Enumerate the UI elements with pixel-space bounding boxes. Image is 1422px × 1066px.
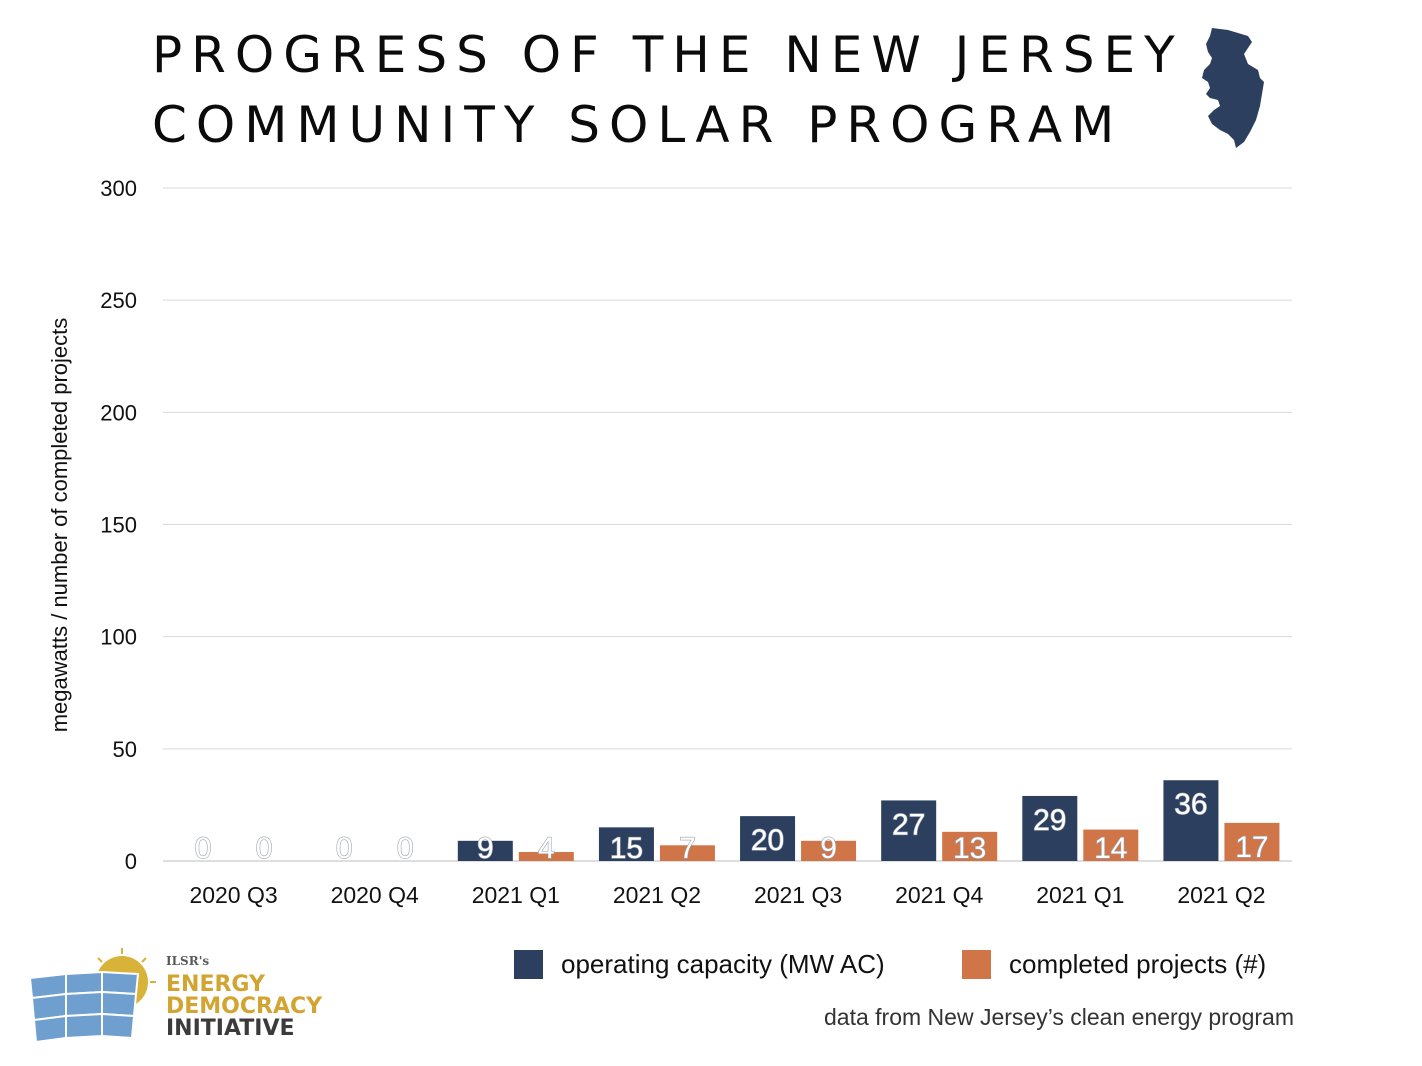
data-label-projects: 7 [679, 832, 696, 865]
legend-swatch-projects [962, 949, 991, 979]
data-label-projects: 14 [1094, 832, 1127, 865]
data-label-projects: 4 [538, 832, 555, 865]
legend-swatch-capacity [514, 949, 543, 979]
bar-projects [659, 845, 715, 861]
bar-projects [801, 840, 857, 861]
data-label-capacity: 9 [477, 832, 494, 865]
y-tick-label: 100 [100, 625, 137, 650]
bar-capacity [1022, 795, 1078, 861]
logo-word-energy: ENERGY [166, 972, 265, 997]
data-label-capacity: 36 [1174, 788, 1207, 821]
x-tick-label: 2021 Q4 [895, 882, 983, 908]
data-label-projects: 13 [953, 832, 986, 865]
energy-democracy-logo: ILSR's ENERGY DEMOCRACY INITIATIVE [26, 944, 346, 1044]
y-tick-label: 250 [100, 288, 137, 313]
new-jersey-map-icon [1202, 28, 1264, 148]
data-label-projects: 17 [1235, 831, 1268, 864]
y-axis-ticks: 0 50 100 150 200 250 300 [100, 176, 137, 874]
data-label-capacity: 27 [892, 808, 925, 841]
solar-panel-sun-logo [28, 948, 156, 1044]
x-axis-ticks: 2020 Q3 2020 Q4 2021 Q1 2021 Q2 2021 Q3 2021 … [189, 882, 1265, 908]
data-label-capacity: 20 [751, 824, 784, 857]
bar-capacity [598, 827, 654, 861]
source-note: data from New Jersey’s clean energy prog… [824, 1004, 1295, 1030]
y-tick-label: 200 [100, 400, 137, 425]
bar-capacity [457, 840, 513, 861]
data-label-projects: 0 [256, 832, 273, 865]
x-tick-label: 2020 Q3 [189, 882, 277, 908]
y-tick-label: 0 [125, 849, 137, 874]
legend-item-capacity: operating capacity (MW AC) [514, 946, 885, 982]
x-tick-label: 2021 Q1 [472, 882, 560, 908]
data-label-capacity: 15 [610, 832, 643, 865]
x-tick-label: 2021 Q1 [1036, 882, 1124, 908]
bar-projects [1083, 829, 1139, 861]
x-tick-label: 2021 Q2 [613, 882, 701, 908]
legend-label-capacity: operating capacity (MW AC) [561, 948, 885, 979]
y-tick-label: 50 [113, 737, 137, 762]
x-tick-label: 2021 Q2 [1177, 882, 1265, 908]
chart-title-line-2: COMMUNITY SOLAR PROGRAM [152, 96, 1124, 154]
logo-word-initiative: INITIATIVE [166, 1016, 295, 1041]
gridlines [163, 187, 1292, 862]
bar-chart: 0 50 100 150 200 250 300 0 0 0 0 9 4 15 7 20 9 27 13 29 14 3… [47, 176, 1292, 908]
bar-projects [518, 852, 574, 861]
bars: 0 0 0 0 9 4 15 7 20 9 27 13 29 14 36 17 [194, 780, 1280, 866]
data-label-projects: 0 [397, 832, 414, 865]
data-label-capacity: 0 [195, 832, 212, 865]
logo-word-democracy: DEMOCRACY [166, 994, 323, 1019]
data-label-projects: 9 [820, 832, 837, 865]
y-tick-label: 300 [100, 176, 137, 201]
bar-projects [942, 831, 998, 861]
y-tick-label: 150 [100, 513, 137, 538]
chart-title-line-1: PROGRESS OF THE NEW JERSEY [152, 26, 1184, 84]
data-label-capacity: 0 [336, 832, 353, 865]
logo-org-text: ILSR's [166, 954, 210, 968]
legend-item-projects: completed projects (#) [962, 946, 1266, 982]
bar-capacity [1163, 780, 1219, 861]
data-label-capacity: 29 [1033, 804, 1066, 837]
bar-capacity [881, 800, 937, 861]
x-tick-label: 2021 Q3 [754, 882, 842, 908]
bar-capacity [740, 816, 796, 861]
x-tick-label: 2020 Q4 [331, 882, 419, 908]
legend-label-projects: completed projects (#) [1009, 948, 1267, 979]
bar-projects [1224, 822, 1280, 861]
y-axis-label: megawatts / number of completed projects [47, 318, 72, 733]
